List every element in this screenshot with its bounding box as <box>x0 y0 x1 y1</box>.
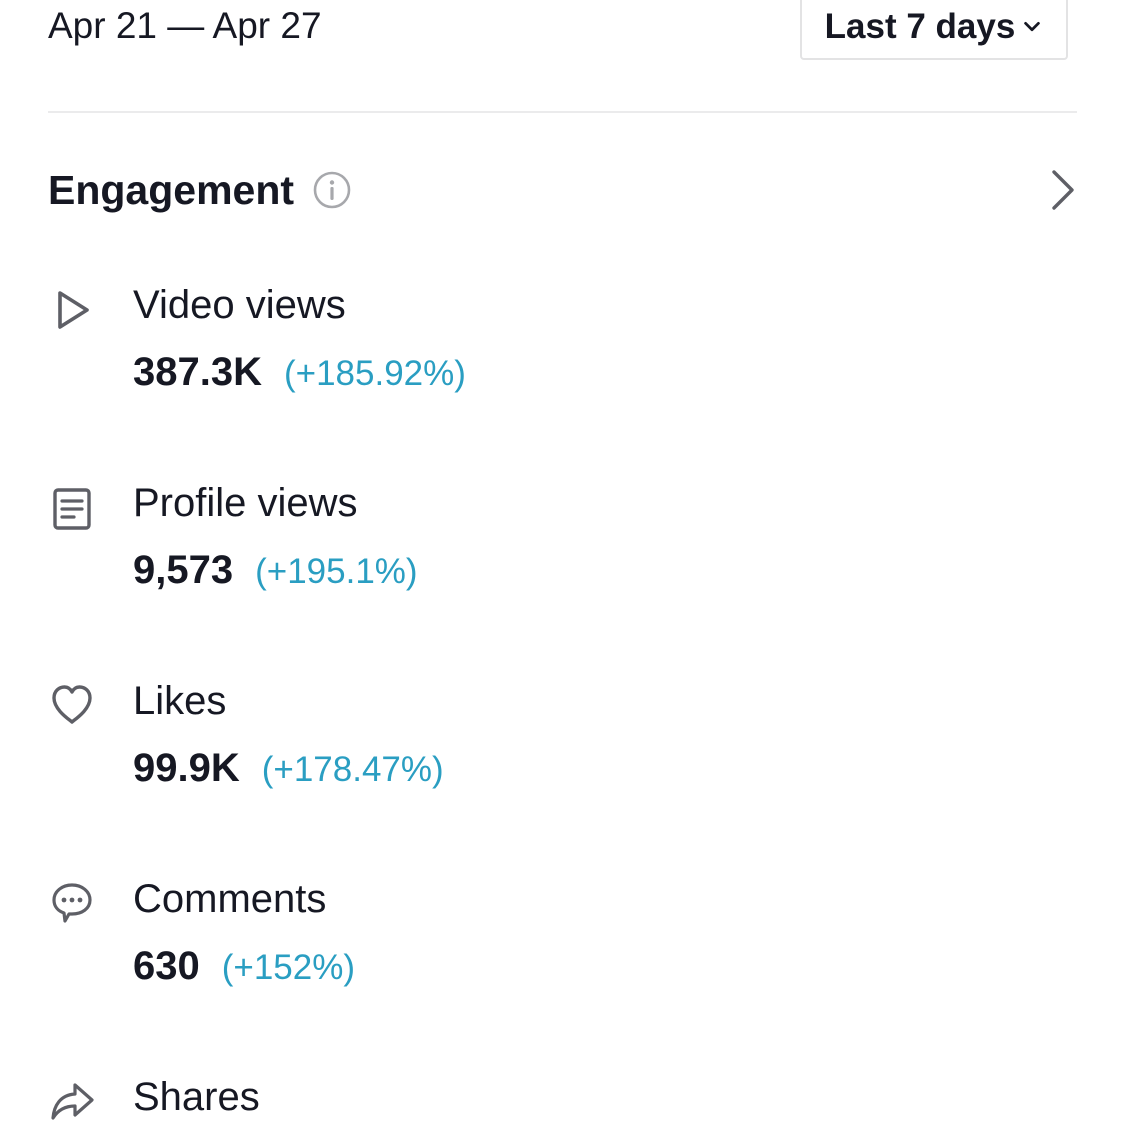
heart-icon <box>52 685 92 724</box>
metric-value: 630 <box>133 944 200 988</box>
play-icon <box>58 291 89 329</box>
comment-icon <box>52 883 92 923</box>
engagement-header[interactable]: Engagement <box>48 160 1078 220</box>
metric-likes: Likes 99.9K (+178.47%) <box>48 678 848 818</box>
share-icon <box>51 1083 94 1120</box>
section-title: Engagement <box>48 166 295 213</box>
metric-label: Video views <box>133 283 346 327</box>
metric-profile-views: Profile views 9,573 (+195.1%) <box>48 480 848 620</box>
divider <box>48 111 1077 113</box>
metric-label: Shares <box>133 1075 260 1119</box>
metric-label: Likes <box>133 679 227 723</box>
metric-comments: Comments 630 (+152%) <box>48 876 848 1016</box>
chevron-right-icon[interactable] <box>1048 168 1078 212</box>
metric-change: (+178.47%) <box>261 750 444 789</box>
metric-value: 387.3K <box>133 350 262 394</box>
date-range-label: Apr 21 — Apr 27 <box>48 5 322 46</box>
date-range-dropdown-value: Last 7 days <box>824 7 1016 46</box>
metric-change: (+195.1%) <box>255 552 418 591</box>
date-range-dropdown[interactable]: Last 7 days <box>800 0 1068 60</box>
metric-label: Comments <box>133 877 327 921</box>
profile-icon <box>53 488 91 530</box>
chevron-down-icon <box>1024 21 1041 32</box>
info-icon[interactable] <box>312 170 352 210</box>
metric-video-views: Video views 387.3K (+185.92%) <box>48 282 848 422</box>
metric-label: Profile views <box>133 481 358 525</box>
metric-value: 99.9K <box>133 746 240 790</box>
metric-value: 9,573 <box>133 548 234 592</box>
metric-shares: Shares <box>48 1074 848 1126</box>
metric-change: (+185.92%) <box>283 354 466 393</box>
metric-change: (+152%) <box>221 948 356 987</box>
